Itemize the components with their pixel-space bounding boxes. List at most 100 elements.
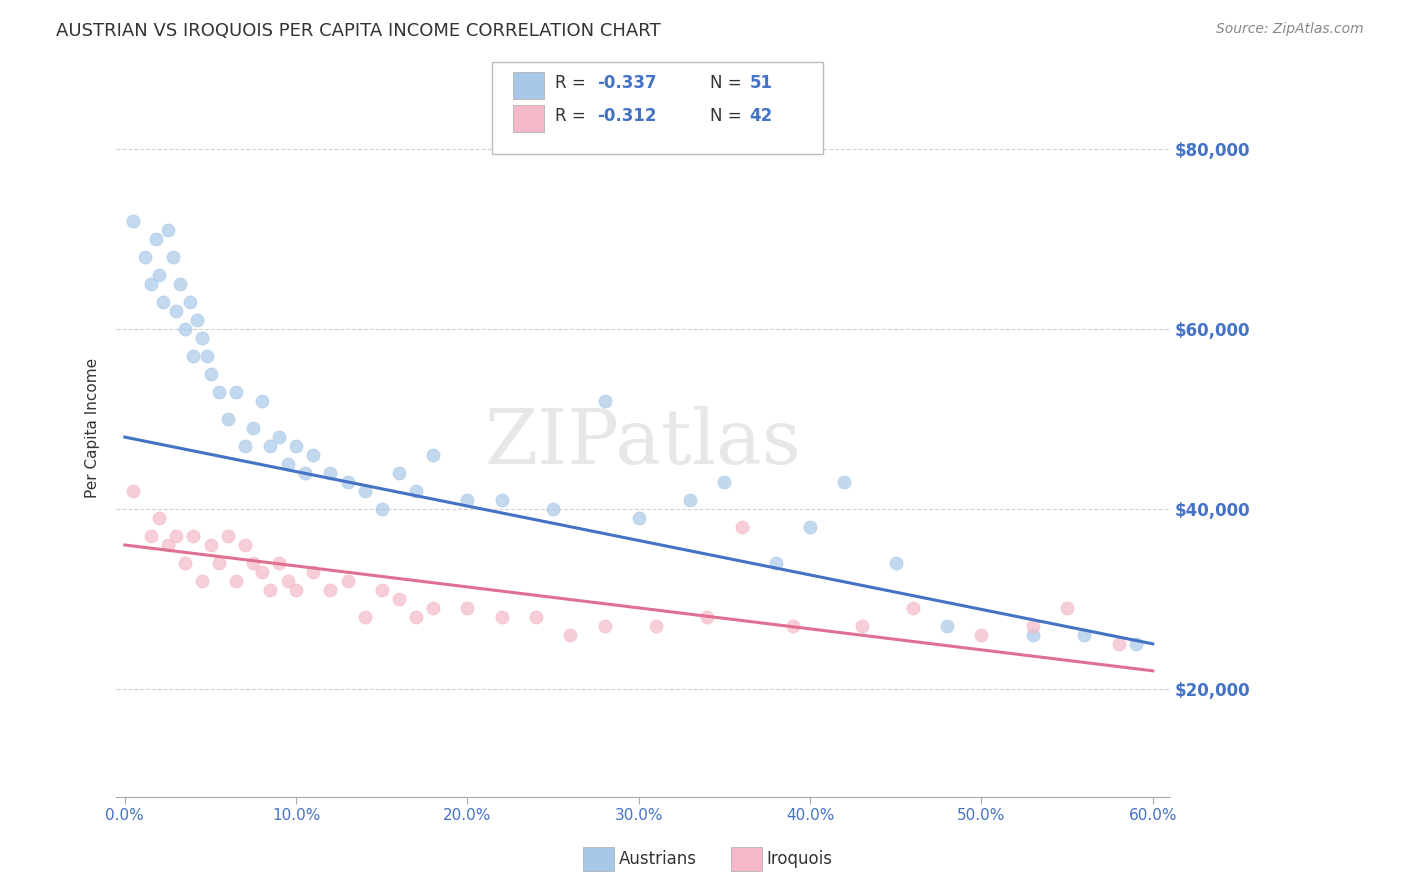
Point (242, 556, 264, 570)
Point (217, 412, 239, 426)
Point (884, 556, 907, 570)
Point (302, 448, 325, 462)
Point (851, 619, 873, 633)
Point (1056, 601, 1078, 615)
Point (422, 601, 444, 615)
Point (456, 493, 478, 508)
Point (294, 466, 316, 480)
Point (152, 295, 174, 310)
Text: 42: 42 (749, 107, 773, 125)
Point (179, 295, 201, 310)
Point (371, 582, 394, 597)
Point (217, 529, 239, 543)
Text: N =: N = (710, 107, 747, 125)
Point (593, 619, 616, 633)
Point (730, 520, 752, 534)
Point (191, 574, 214, 588)
Point (156, 538, 179, 552)
Y-axis label: Per Capita Income: Per Capita Income (86, 358, 100, 499)
Point (242, 421, 264, 435)
Point (225, 385, 247, 400)
Point (405, 484, 427, 499)
Point (422, 448, 444, 462)
Text: R =: R = (555, 74, 592, 92)
Point (901, 601, 924, 615)
Text: -0.312: -0.312 (598, 107, 657, 125)
Point (259, 582, 281, 597)
Point (277, 574, 299, 588)
Point (200, 368, 222, 382)
Point (1022, 619, 1045, 633)
Point (173, 556, 195, 570)
Point (713, 475, 735, 489)
Point (191, 331, 214, 345)
Point (139, 529, 162, 543)
Point (285, 439, 308, 453)
Point (183, 529, 205, 543)
Point (799, 520, 821, 534)
Point (541, 502, 564, 516)
Point (627, 511, 650, 525)
Point (1108, 637, 1130, 651)
Point (1073, 628, 1095, 642)
Text: -0.337: -0.337 (598, 74, 657, 92)
Point (491, 610, 513, 624)
Point (645, 619, 668, 633)
Point (186, 313, 208, 327)
Text: R =: R = (555, 107, 592, 125)
Point (162, 251, 184, 265)
Point (696, 610, 718, 624)
Text: AUSTRIAN VS IROQUOIS PER CAPITA INCOME CORRELATION CHART: AUSTRIAN VS IROQUOIS PER CAPITA INCOME C… (56, 22, 661, 40)
Point (560, 628, 582, 642)
Point (491, 493, 513, 508)
Point (353, 484, 375, 499)
Point (233, 439, 256, 453)
Point (405, 610, 427, 624)
Point (267, 556, 290, 570)
Point (259, 439, 281, 453)
Point (208, 556, 231, 570)
Point (1125, 637, 1147, 651)
Point (134, 251, 156, 265)
Point (388, 591, 411, 606)
Point (122, 214, 145, 228)
Point (173, 322, 195, 336)
Point (139, 277, 162, 292)
Point (302, 565, 325, 579)
Point (765, 556, 787, 570)
Point (148, 511, 170, 525)
Point (183, 349, 205, 363)
Point (285, 582, 308, 597)
Point (156, 223, 179, 237)
Point (679, 493, 702, 508)
Point (165, 304, 187, 318)
Point (148, 268, 170, 283)
Point (456, 601, 478, 615)
Point (145, 232, 167, 246)
Point (834, 475, 856, 489)
Point (208, 385, 231, 400)
Text: ZIPatlas: ZIPatlas (485, 406, 801, 480)
Point (267, 430, 290, 444)
Point (970, 628, 993, 642)
Point (225, 574, 247, 588)
Point (388, 466, 411, 480)
Point (1022, 628, 1045, 642)
Point (233, 538, 256, 552)
Text: Source: ZipAtlas.com: Source: ZipAtlas.com (1216, 22, 1364, 37)
Point (277, 457, 299, 471)
Point (165, 529, 187, 543)
Point (122, 484, 145, 499)
Point (524, 610, 547, 624)
Point (336, 574, 359, 588)
Point (200, 538, 222, 552)
Point (319, 582, 342, 597)
Point (782, 619, 804, 633)
Point (593, 394, 616, 409)
Point (169, 277, 191, 292)
Point (371, 502, 394, 516)
Text: Austrians: Austrians (619, 850, 696, 868)
Point (195, 349, 218, 363)
Text: Iroquois: Iroquois (766, 850, 832, 868)
Point (250, 394, 273, 409)
